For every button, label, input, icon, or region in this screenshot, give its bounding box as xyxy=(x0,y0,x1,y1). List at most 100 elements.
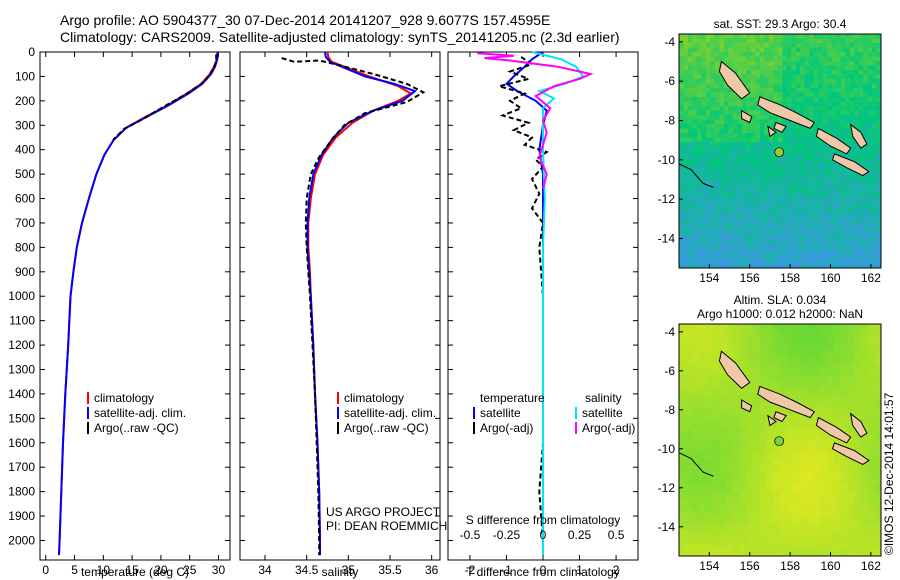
map-cell xyxy=(723,142,729,147)
map-cell xyxy=(854,83,860,89)
map-cell xyxy=(723,43,729,48)
map-cell xyxy=(753,523,761,531)
map-cell xyxy=(847,523,855,531)
map-cell xyxy=(822,200,828,206)
map-cell xyxy=(849,218,855,224)
map-cell xyxy=(679,88,684,93)
map-cell xyxy=(746,178,752,183)
map-cell xyxy=(867,362,875,370)
map-cell xyxy=(723,119,729,125)
map-cell xyxy=(782,160,788,165)
map-cell xyxy=(732,236,738,242)
map-cell xyxy=(806,446,815,454)
map-cell xyxy=(750,74,756,80)
map-cell xyxy=(679,97,684,102)
map-cell xyxy=(726,349,734,357)
y-tick-label: 900 xyxy=(15,265,35,279)
map-cell xyxy=(679,491,687,499)
map-cell xyxy=(809,70,815,75)
map-cell xyxy=(827,236,833,242)
map-cell xyxy=(759,79,765,84)
map-cell xyxy=(687,56,693,62)
map-cell xyxy=(679,110,684,116)
map-cell xyxy=(845,133,851,138)
map-cell xyxy=(723,88,729,93)
map-cell xyxy=(679,205,684,210)
map-cell xyxy=(741,133,747,138)
map-cell xyxy=(685,498,693,505)
map-cell xyxy=(764,124,770,129)
map-cell xyxy=(719,254,725,260)
map-cell xyxy=(750,128,756,134)
map-y-tick-label: -14 xyxy=(658,520,676,534)
map-cell xyxy=(692,478,700,486)
map-cell xyxy=(876,34,882,39)
map-cell xyxy=(827,110,833,116)
map-cell xyxy=(728,110,734,116)
map-cell xyxy=(874,440,882,447)
map-cell xyxy=(793,446,801,454)
series-line-2 xyxy=(112,54,218,141)
map-cell xyxy=(793,324,801,331)
map-cell xyxy=(732,223,738,228)
map-cell xyxy=(764,227,770,233)
map-cell xyxy=(750,83,756,89)
map-cell xyxy=(753,420,761,428)
map-cell xyxy=(732,92,738,98)
map-cell xyxy=(849,263,855,269)
map-cell xyxy=(818,236,824,242)
map-cell xyxy=(683,128,689,134)
map-cell xyxy=(755,43,761,48)
map-cell xyxy=(679,394,687,402)
map-cell xyxy=(710,137,716,143)
map-cell xyxy=(739,459,747,467)
map-cell xyxy=(806,356,815,364)
map-cell xyxy=(732,491,741,499)
map-cell xyxy=(696,43,702,48)
map-cell xyxy=(809,209,815,215)
map-cell xyxy=(858,65,864,71)
map-cell xyxy=(840,259,846,264)
map-cell xyxy=(786,196,792,201)
map-cell xyxy=(696,160,702,165)
map-cell xyxy=(820,388,828,396)
map-cell xyxy=(759,530,768,538)
map-cell xyxy=(818,200,824,206)
map-cell xyxy=(800,97,806,102)
map-cell xyxy=(714,250,720,255)
map-cell xyxy=(791,128,797,134)
map-cell xyxy=(827,485,835,493)
map-cell xyxy=(782,250,788,255)
map-cell xyxy=(854,70,860,75)
map-cell xyxy=(773,232,779,237)
map-cell xyxy=(791,101,797,107)
map-cell xyxy=(705,56,711,62)
map-cell xyxy=(854,259,860,264)
map-cell xyxy=(782,56,788,62)
map-cell xyxy=(863,200,869,206)
map-cell xyxy=(813,173,819,179)
series-line-2 xyxy=(281,57,426,556)
map-cell xyxy=(746,227,752,233)
map-cell xyxy=(750,205,756,210)
map-cell xyxy=(719,510,727,518)
map-cell xyxy=(714,223,720,228)
map-cell xyxy=(719,375,727,383)
map-cell xyxy=(773,236,779,242)
map-cell xyxy=(822,259,828,264)
map-cell xyxy=(746,259,752,264)
map-cell xyxy=(836,250,842,255)
map-cell xyxy=(840,196,846,201)
map-cell xyxy=(849,97,855,102)
map-cell xyxy=(679,388,687,396)
map-cell xyxy=(872,142,878,147)
map-cell xyxy=(791,56,797,62)
map-cell xyxy=(840,465,848,473)
map-cell xyxy=(679,119,684,125)
map-cell xyxy=(833,536,842,544)
map-cell xyxy=(737,223,743,228)
map-cell xyxy=(795,250,801,255)
map-cell xyxy=(793,414,801,422)
map-cell xyxy=(813,52,819,57)
map-cell xyxy=(854,218,860,224)
